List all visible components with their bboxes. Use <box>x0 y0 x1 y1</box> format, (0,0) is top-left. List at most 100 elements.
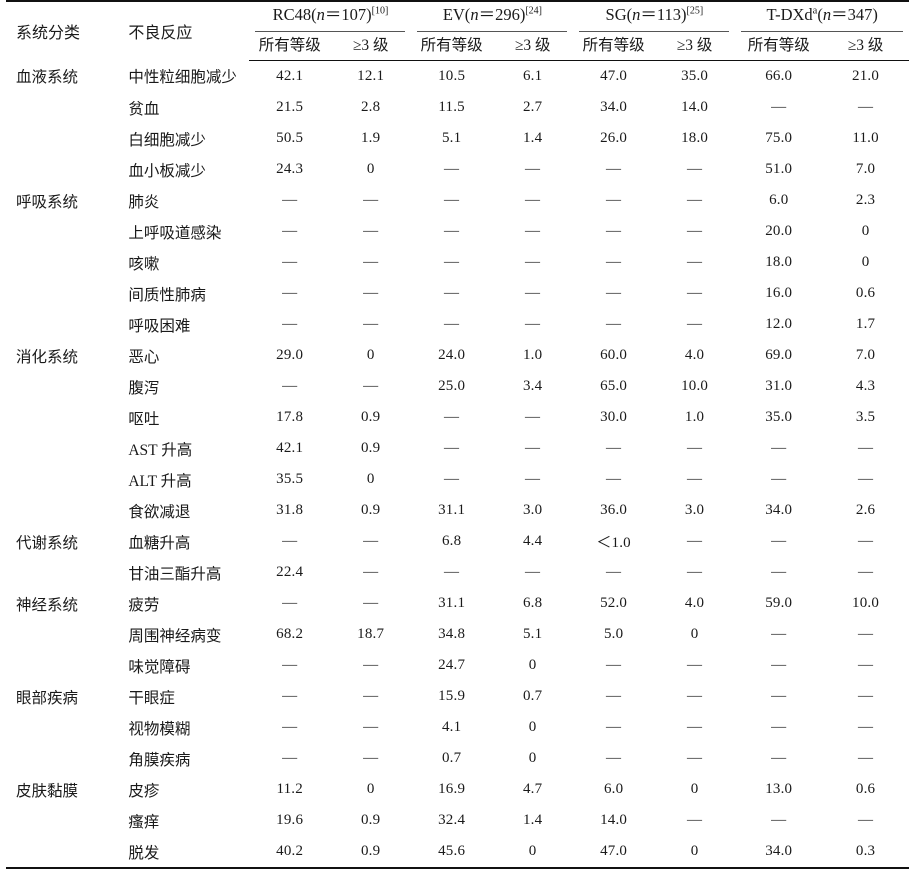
system-category-cell: 代谢系统 <box>16 534 79 552</box>
adverse-reaction-cell: 视物模糊 <box>128 720 191 738</box>
value-cell: 1.0 <box>522 347 543 363</box>
value-cell: 31.0 <box>765 378 793 394</box>
value-cell: 66.0 <box>765 68 793 84</box>
value-cell: 3.4 <box>522 378 543 394</box>
value-cell: — <box>857 99 874 115</box>
value-cell: — <box>771 440 787 456</box>
value-cell: — <box>606 440 622 456</box>
value-cell: — <box>282 688 298 704</box>
adverse-reaction-cell: 皮疹 <box>128 782 160 800</box>
value-cell: 14.0 <box>600 812 628 828</box>
value-cell: — <box>857 688 874 704</box>
value-cell: — <box>606 316 622 332</box>
value-cell: — <box>606 564 622 580</box>
value-cell: — <box>857 533 874 549</box>
value-cell: 6.0 <box>603 781 624 797</box>
value-cell: — <box>282 254 298 270</box>
value-cell: 0 <box>491 836 574 869</box>
value-cell: — <box>606 719 622 735</box>
value-cell: — <box>857 812 874 828</box>
system-category-cell: 神经系统 <box>16 596 79 614</box>
value-cell: — <box>686 688 703 704</box>
value-cell: — <box>282 750 298 766</box>
value-cell: ＜1.0 <box>596 535 631 551</box>
value-cell: — <box>686 471 703 487</box>
system-category-cell: 皮肤黏膜 <box>16 782 79 800</box>
value-cell: 34.8 <box>438 626 466 642</box>
adverse-reaction-cell: 味觉障碍 <box>128 658 191 676</box>
table-row: 视物模糊 — — 4.1 0 — — — — <box>6 712 909 743</box>
value-cell: 12.1 <box>357 68 385 84</box>
subheader-rc48-grade3plus: ≥3 级 <box>329 32 412 61</box>
adverse-reaction-cell: 食欲减退 <box>128 503 191 521</box>
value-cell: — <box>771 657 787 673</box>
table-row: 上呼吸道感染 — — — — — — 20.0 0 <box>6 216 909 247</box>
value-cell: 6.8 <box>522 595 543 611</box>
value-cell: 16.0 <box>765 285 793 301</box>
value-cell: 0 <box>528 657 537 673</box>
stub-header-adverse-reaction: 不良反应 <box>120 0 250 61</box>
value-cell: 2.3 <box>855 192 876 208</box>
system-category-cell-empty <box>6 495 120 526</box>
value-cell: — <box>363 750 379 766</box>
value-cell: — <box>857 626 874 642</box>
group-header-ev: EV(n＝296)[24] <box>411 0 574 32</box>
value-cell: — <box>606 471 622 487</box>
value-cell: — <box>606 688 622 704</box>
adverse-reaction-cell: 血糖升高 <box>128 534 191 552</box>
adverse-reactions-table: 系统分类 不良反应 RC48(n＝107)[10] EV(n＝296)[24] … <box>6 0 909 869</box>
system-category-cell-empty <box>6 805 120 836</box>
value-cell: 51.0 <box>765 161 793 177</box>
value-cell: — <box>686 812 703 828</box>
value-cell: 0 <box>653 836 736 869</box>
value-cell: — <box>686 192 703 208</box>
value-cell: 0.9 <box>360 502 381 518</box>
value-cell: — <box>525 161 541 177</box>
value-cell: 5.1 <box>522 626 543 642</box>
table-row: 咳嗽 — — — — — — 18.0 0 <box>6 247 909 278</box>
value-cell: 42.1 <box>276 440 304 456</box>
value-cell: 36.0 <box>600 502 628 518</box>
system-category-cell-empty <box>6 433 120 464</box>
value-cell: 31.1 <box>438 502 466 518</box>
value-cell: 15.9 <box>438 688 466 704</box>
value-cell: 32.4 <box>438 812 466 828</box>
value-cell: 52.0 <box>600 595 628 611</box>
group-header-sg-text: SG(n＝113) <box>605 5 687 24</box>
adverse-reaction-cell: 瘙痒 <box>128 813 160 831</box>
subheader-sg-all-grades: 所有等级 <box>573 32 654 61</box>
value-cell: 30.0 <box>600 409 628 425</box>
value-cell: — <box>857 750 874 766</box>
value-cell: — <box>282 533 298 549</box>
value-cell: 24.3 <box>276 161 304 177</box>
value-cell: 11.5 <box>438 99 465 115</box>
value-cell: 4.1 <box>441 719 462 735</box>
value-cell: 59.0 <box>765 595 793 611</box>
value-cell: — <box>606 254 622 270</box>
adverse-reaction-cell: 甘油三酯升高 <box>128 565 222 583</box>
adverse-reaction-cell: 白细胞减少 <box>128 131 206 149</box>
subheader-tdxd-all-grades: 所有等级 <box>735 32 823 61</box>
subheader-rc48-all-grades: 所有等级 <box>249 32 330 61</box>
header-group-row: 系统分类 不良反应 RC48(n＝107)[10] EV(n＝296)[24] … <box>6 0 909 61</box>
value-cell: — <box>282 192 298 208</box>
value-cell: — <box>857 719 874 735</box>
system-category-cell-empty <box>6 371 120 402</box>
value-cell: 4.0 <box>684 595 705 611</box>
value-cell: — <box>363 254 379 270</box>
value-cell: — <box>282 378 298 394</box>
value-cell: — <box>363 223 379 239</box>
value-cell: 13.0 <box>765 781 793 797</box>
value-cell: — <box>606 657 622 673</box>
value-cell: 5.1 <box>441 130 462 146</box>
value-cell: 1.7 <box>855 316 876 332</box>
subheader-tdxd-grade3plus: ≥3 级 <box>822 32 909 61</box>
value-cell: 0 <box>690 781 699 797</box>
value-cell: — <box>444 564 460 580</box>
value-cell: 47.0 <box>600 68 628 84</box>
value-cell: — <box>771 750 787 766</box>
value-cell: — <box>363 316 379 332</box>
system-category-cell: 消化系统 <box>16 348 79 366</box>
value-cell: 10.5 <box>438 68 466 84</box>
system-category-cell-empty <box>6 92 120 123</box>
